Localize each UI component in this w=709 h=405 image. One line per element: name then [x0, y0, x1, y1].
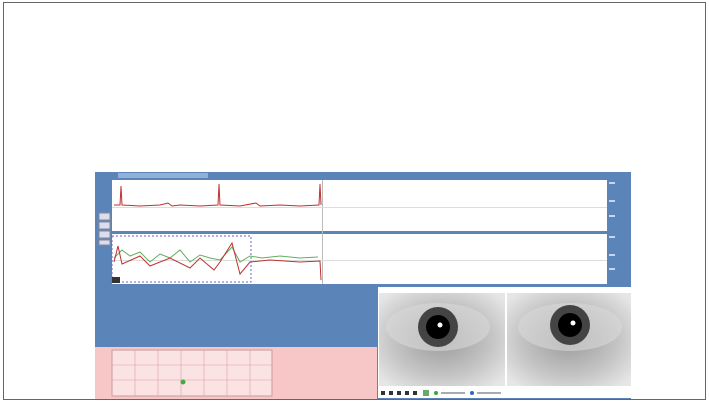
control-button[interactable]: [389, 391, 393, 395]
trace-marker: [112, 277, 120, 283]
playback-controls: [378, 388, 631, 398]
eye-image: [379, 293, 505, 386]
control-button[interactable]: [381, 391, 385, 395]
side-toolbar: [99, 213, 110, 245]
panel-title: [118, 173, 208, 178]
eye-image: [507, 293, 631, 386]
tool-button[interactable]: [99, 213, 110, 220]
tool-button[interactable]: [99, 222, 110, 229]
control-button[interactable]: [405, 391, 409, 395]
option-toggle[interactable]: [434, 391, 438, 395]
option-toggle[interactable]: [470, 391, 474, 395]
tool-button[interactable]: [99, 231, 110, 238]
mini-chart: [112, 350, 272, 396]
tool-button[interactable]: [99, 240, 110, 245]
control-button[interactable]: [423, 390, 429, 396]
screenshot: [0, 0, 709, 405]
control-button[interactable]: [397, 391, 401, 395]
control-button[interactable]: [413, 391, 417, 395]
screen: [0, 0, 709, 405]
